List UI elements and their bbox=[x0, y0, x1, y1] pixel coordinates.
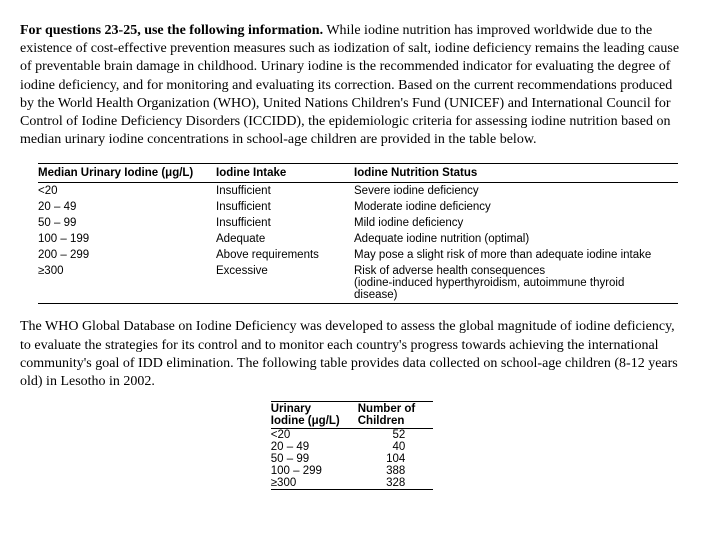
data-table: UrinaryIodine (μg/L) Number ofChildren <… bbox=[271, 401, 434, 490]
data-header-0: UrinaryIodine (μg/L) bbox=[271, 402, 358, 429]
table-row: ≥300328 bbox=[271, 477, 434, 490]
table-cell: 50 – 99 bbox=[38, 215, 216, 231]
table-cell: Insufficient bbox=[216, 183, 354, 200]
table-cell: 50 – 99 bbox=[271, 453, 358, 465]
criteria-header-1: Iodine Intake bbox=[216, 164, 354, 183]
table-cell: ≥300 bbox=[271, 477, 358, 490]
table-cell: 104 bbox=[358, 453, 434, 465]
table-row: 200 – 299Above requirementsMay pose a sl… bbox=[38, 247, 678, 263]
table-row: 20 – 4940 bbox=[271, 441, 434, 453]
table-row: <20InsufficientSevere iodine deficiency bbox=[38, 183, 678, 200]
table-cell: Above requirements bbox=[216, 247, 354, 263]
table-row: 100 – 299388 bbox=[271, 465, 434, 477]
table-cell: ≥300 bbox=[38, 263, 216, 304]
table-row: 50 – 99InsufficientMild iodine deficienc… bbox=[38, 215, 678, 231]
table-cell: 40 bbox=[358, 441, 434, 453]
criteria-header-2: Iodine Nutrition Status bbox=[354, 164, 678, 183]
table-cell: Excessive bbox=[216, 263, 354, 304]
table-cell: Mild iodine deficiency bbox=[354, 215, 678, 231]
criteria-body: <20InsufficientSevere iodine deficiency2… bbox=[38, 183, 678, 304]
table-row: 20 – 49InsufficientModerate iodine defic… bbox=[38, 199, 678, 215]
intro-paragraph: For questions 23-25, use the following i… bbox=[20, 22, 684, 149]
table-cell: 20 – 49 bbox=[271, 441, 358, 453]
table-cell: 100 – 199 bbox=[38, 231, 216, 247]
table-cell: <20 bbox=[271, 429, 358, 442]
table-cell: 100 – 299 bbox=[271, 465, 358, 477]
table-cell: Moderate iodine deficiency bbox=[354, 199, 678, 215]
table-row: <2052 bbox=[271, 429, 434, 442]
mid-paragraph: The WHO Global Database on Iodine Defici… bbox=[20, 318, 684, 391]
table-cell: <20 bbox=[38, 183, 216, 200]
intro-body: While iodine nutrition has improved worl… bbox=[20, 23, 679, 147]
table-cell: Adequate iodine nutrition (optimal) bbox=[354, 231, 678, 247]
table-cell: Insufficient bbox=[216, 199, 354, 215]
table-row: 100 – 199AdequateAdequate iodine nutriti… bbox=[38, 231, 678, 247]
table-cell: 200 – 299 bbox=[38, 247, 216, 263]
intro-lead: For questions 23-25, use the following i… bbox=[20, 23, 323, 38]
table-cell: Insufficient bbox=[216, 215, 354, 231]
criteria-header-0: Median Urinary Iodine (μg/L) bbox=[38, 164, 216, 183]
criteria-table: Median Urinary Iodine (μg/L) Iodine Inta… bbox=[38, 163, 678, 304]
table-row: 50 – 99104 bbox=[271, 453, 434, 465]
table-cell: May pose a slight risk of more than adeq… bbox=[354, 247, 678, 263]
table-cell: 20 – 49 bbox=[38, 199, 216, 215]
table-cell: 388 bbox=[358, 465, 434, 477]
table-cell: 328 bbox=[358, 477, 434, 490]
table-cell: Adequate bbox=[216, 231, 354, 247]
table-cell: 52 bbox=[358, 429, 434, 442]
table-cell: Risk of adverse health consequences(iodi… bbox=[354, 263, 678, 304]
data-body: <205220 – 494050 – 99104100 – 299388≥300… bbox=[271, 429, 434, 490]
table-cell: Severe iodine deficiency bbox=[354, 183, 678, 200]
data-header-1: Number ofChildren bbox=[358, 402, 434, 429]
table-row: ≥300ExcessiveRisk of adverse health cons… bbox=[38, 263, 678, 304]
